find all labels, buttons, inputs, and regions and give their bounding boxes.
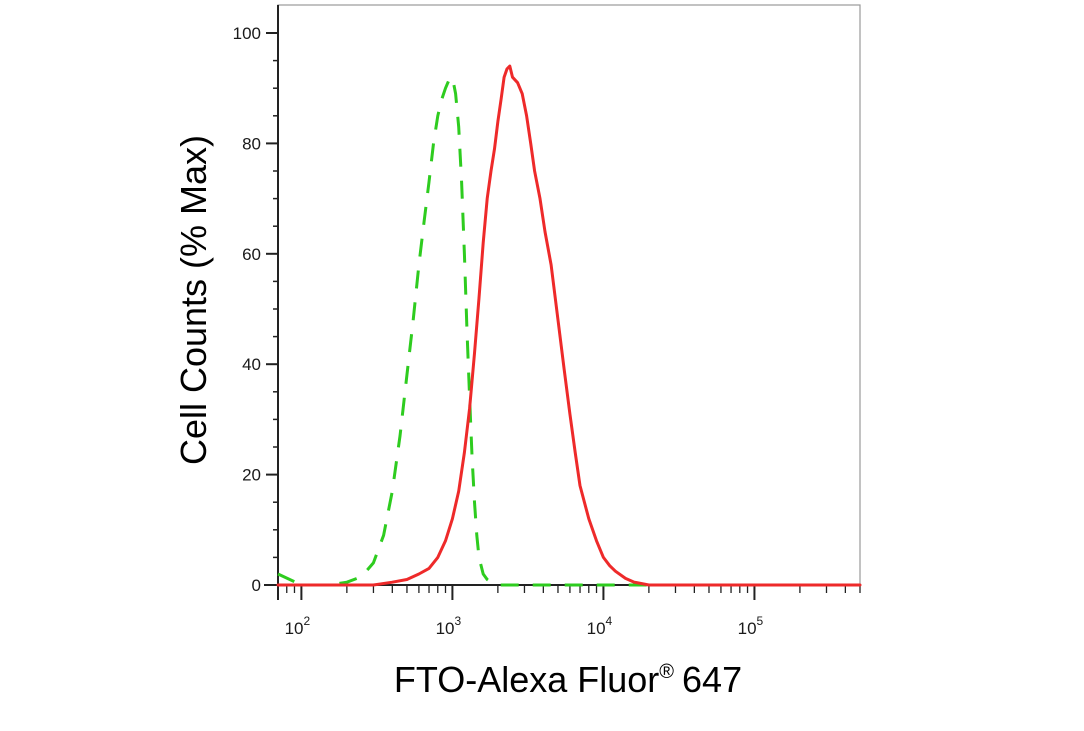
x-tick-label: 103 <box>436 614 462 638</box>
x-tick-label: 102 <box>285 614 311 638</box>
x-axis-title: FTO-Alexa Fluor® 647 <box>394 659 742 700</box>
y-tick-label: 0 <box>252 576 261 595</box>
x-axis-title-registered-mark: ® <box>659 661 674 683</box>
series-line-dashed <box>277 75 860 587</box>
x-axis-ticks: 102 103 104 105 <box>277 585 861 638</box>
x-tick-label: 104 <box>587 614 613 638</box>
y-tick-label: 80 <box>242 134 261 153</box>
series-line-solid <box>276 64 862 587</box>
x-axis-title-suffix: 647 <box>682 659 742 700</box>
series-layer <box>276 64 862 587</box>
plot-frame <box>277 4 861 586</box>
y-axis-ticks: 0 20 40 60 80 100 <box>233 24 278 595</box>
y-tick-label: 60 <box>242 245 261 264</box>
y-tick-label: 20 <box>242 466 261 485</box>
y-tick-label: 100 <box>233 24 261 43</box>
x-axis-title-main: FTO-Alexa Fluor <box>394 659 659 700</box>
y-axis-title: Cell Counts (% Max) <box>173 135 214 465</box>
y-tick-label: 40 <box>242 355 261 374</box>
x-tick-label: 105 <box>738 614 764 638</box>
